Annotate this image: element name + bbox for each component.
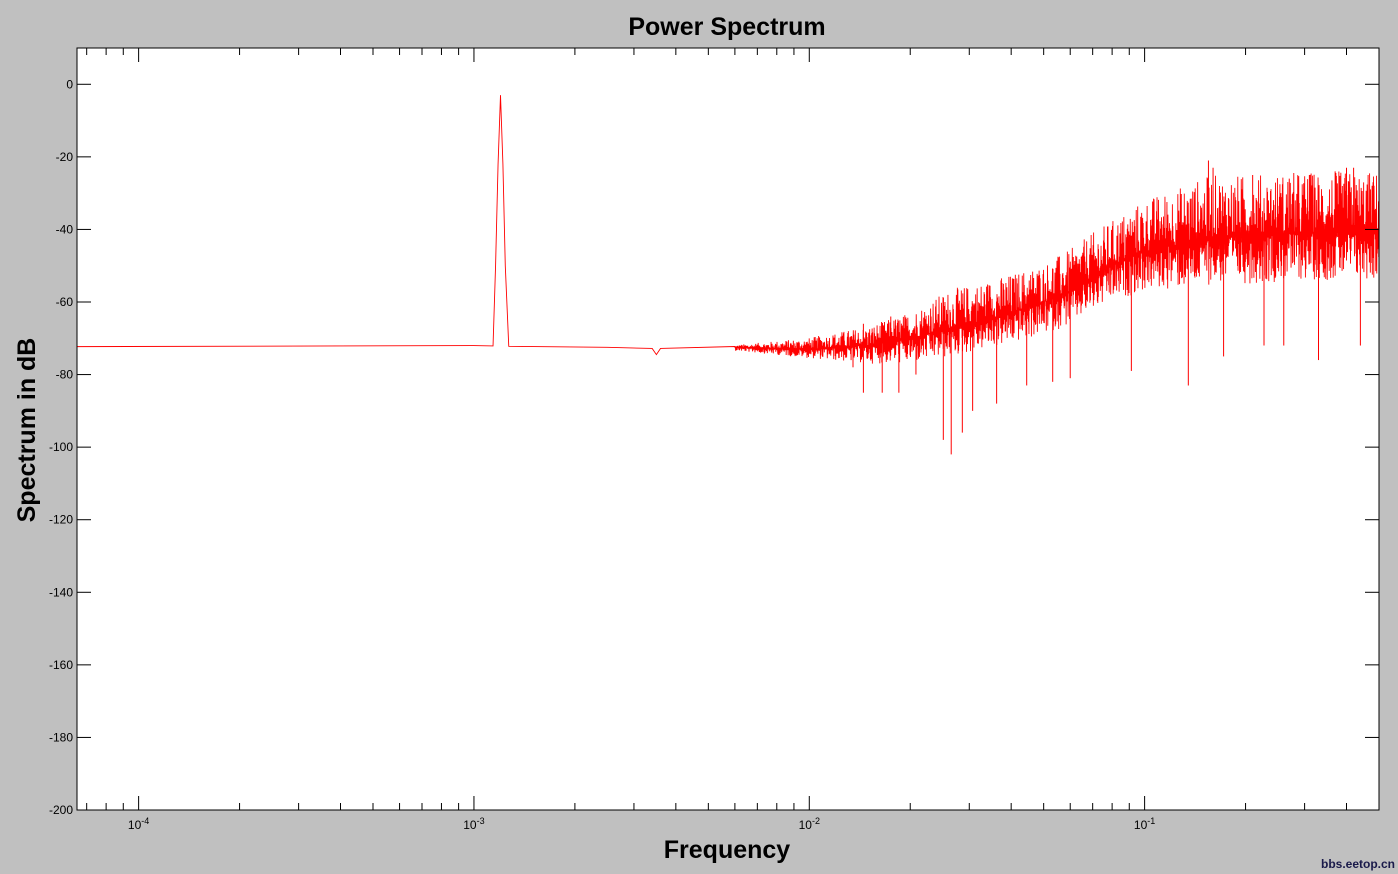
x-tick-label-1: 10-3	[463, 816, 484, 832]
x-tick-label-2: 10-2	[799, 816, 820, 832]
watermark-text: bbs.eetop.cn	[1320, 857, 1395, 871]
y-tick-label-3: -60	[56, 295, 74, 309]
x-axis-label: Frequency	[664, 836, 791, 864]
y-tick-label-4: -80	[56, 368, 74, 382]
y-tick-label-2: -40	[56, 222, 74, 236]
y-tick-label-9: -180	[49, 730, 73, 744]
y-tick-label-1: -20	[56, 150, 74, 164]
plot-area	[77, 48, 1379, 810]
y-tick-label-7: -140	[49, 585, 73, 599]
y-tick-label-6: -120	[49, 513, 73, 527]
spectrum-curve-layer	[76, 95, 1380, 455]
axis-ticks: 0 -20 -40 -60 -80 -100 -120 -140 -160 -180 -200 10-…	[49, 48, 1380, 832]
spectrum-line-0	[76, 95, 1380, 364]
y-tick-label-10: -200	[49, 803, 73, 817]
x-tick-label-0: 10-4	[128, 816, 149, 832]
y-tick-label-5: -100	[49, 440, 73, 454]
chart-title: Power Spectrum	[628, 13, 825, 41]
plot-frame	[76, 47, 1380, 811]
y-tick-label-0: 0	[66, 77, 73, 91]
y-axis-label: Spectrum in dB	[13, 338, 41, 523]
x-tick-label-3: 10-1	[1134, 816, 1155, 832]
y-tick-label-8: -160	[49, 658, 73, 672]
